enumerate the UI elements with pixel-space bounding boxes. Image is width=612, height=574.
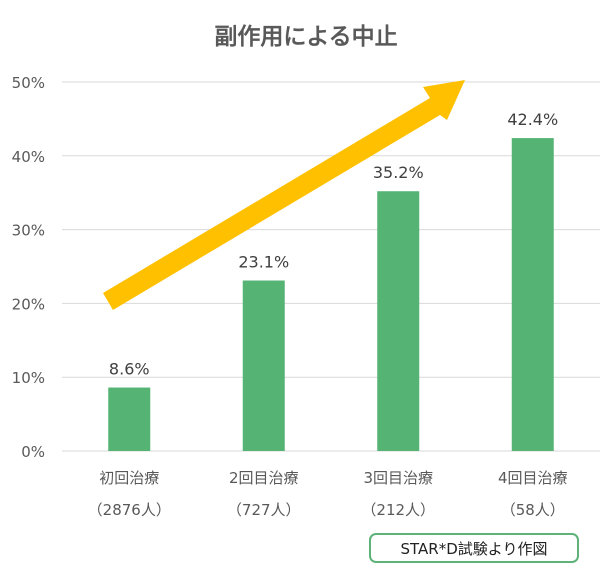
category-sublabel: （727人）	[227, 501, 301, 519]
bars	[108, 138, 554, 451]
chart-title: 副作用による中止	[214, 24, 397, 50]
y-tick-label: 10%	[12, 369, 45, 387]
value-labels: 8.6% 23.1% 35.2% 42.4%	[109, 110, 558, 378]
category-label: 4回目治療	[498, 469, 568, 487]
category-sublabel: （212人）	[361, 501, 435, 519]
source-note: STAR*D試験より作図	[369, 533, 579, 563]
value-label: 8.6%	[109, 360, 150, 379]
category-label: 3回目治療	[363, 469, 433, 487]
value-label: 23.1%	[238, 253, 289, 272]
bar	[242, 280, 285, 451]
value-label: 42.4%	[507, 110, 558, 129]
value-label: 35.2%	[373, 163, 424, 182]
y-tick-label: 40%	[12, 148, 45, 166]
gridlines	[62, 81, 600, 452]
bar	[511, 138, 554, 451]
y-tick-label: 50%	[12, 74, 45, 92]
category-sublabel: （2876人）	[88, 501, 171, 519]
x-axis-labels: 初回治療 （2876人） 2回目治療 （727人） 3回目治療 （212人） 4回目治療 （5…	[88, 469, 568, 519]
y-tick-label: 0%	[21, 443, 45, 461]
category-label: 2回目治療	[229, 469, 299, 487]
bar	[108, 387, 151, 451]
y-axis-ticks: 0% 10% 20% 30% 40% 50%	[12, 74, 45, 461]
bar	[377, 191, 420, 451]
y-tick-label: 30%	[12, 222, 45, 240]
y-tick-label: 20%	[12, 295, 45, 313]
category-sublabel: （58人）	[501, 501, 565, 519]
trend-arrow-icon	[103, 80, 465, 310]
category-label: 初回治療	[99, 469, 159, 487]
